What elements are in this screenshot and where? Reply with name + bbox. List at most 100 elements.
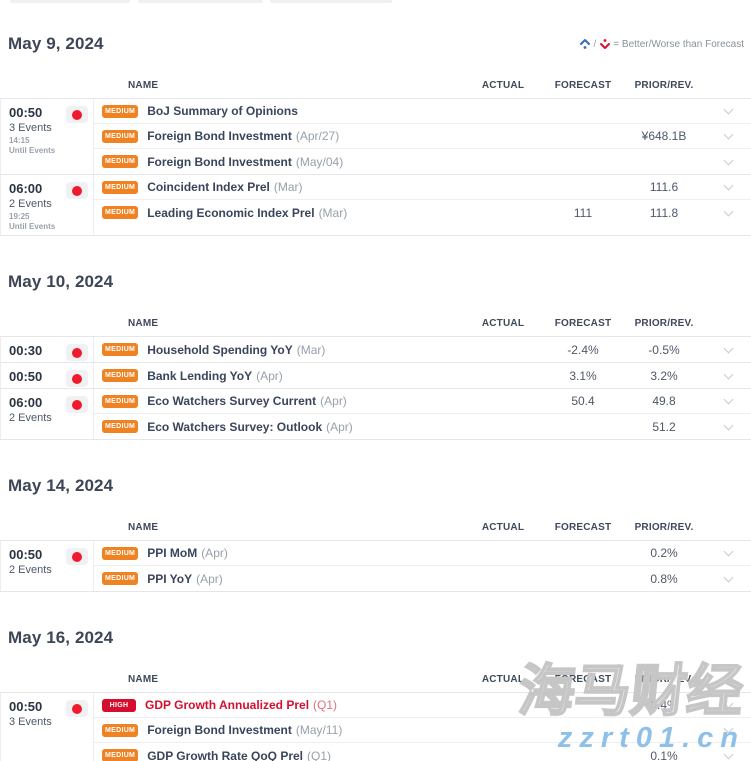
event-time: 06:00 xyxy=(9,395,43,410)
table-header: NAME ACTUAL FORECAST PRIOR/REV. xyxy=(0,58,751,98)
event-row[interactable]: MEDIUM Foreign Bond Investment (May/04) xyxy=(94,149,751,174)
col-header-prior: PRIOR/REV. xyxy=(634,522,694,533)
importance-badge: MEDIUM xyxy=(102,129,139,143)
section-date: May 14, 2024 xyxy=(8,476,114,495)
japan-flag-icon xyxy=(66,700,88,717)
event-row[interactable]: MEDIUM PPI YoY (Apr) 0.8% xyxy=(94,566,751,591)
importance-badge: MEDIUM xyxy=(102,749,139,761)
chevron-down-icon[interactable] xyxy=(723,155,733,165)
importance-badge: MEDIUM xyxy=(102,206,139,219)
event-count: 2 Events xyxy=(9,412,52,424)
event-row[interactable]: MEDIUM Eco Watchers Survey Current (Apr) … xyxy=(94,389,751,414)
col-header-actual: ACTUAL xyxy=(481,674,525,685)
col-header-forecast: FORECAST xyxy=(554,80,612,91)
chevron-down-icon[interactable] xyxy=(723,723,733,734)
event-row[interactable]: MEDIUM Eco Watchers Survey: Outlook (Apr)… xyxy=(94,414,751,439)
worse-than-forecast-icon xyxy=(600,39,611,49)
top-tab-stub-3[interactable] xyxy=(270,0,392,3)
importance-badge: MEDIUM xyxy=(102,723,139,737)
event-time: 00:50 xyxy=(9,547,43,562)
event-time: 00:50 xyxy=(9,105,43,120)
event-row[interactable]: HIGH GDP Growth Annualized Prel (Q1) 0.4% xyxy=(94,693,751,718)
date-section: May 16, 2024 NAME ACTUAL FORECAST PRIOR/… xyxy=(0,628,751,761)
event-name: Eco Watchers Survey Current (Apr) xyxy=(147,394,347,408)
chevron-down-icon[interactable] xyxy=(723,698,733,709)
event-time: 00:50 xyxy=(9,699,43,714)
prior-value: 0.8% xyxy=(650,571,678,586)
event-row[interactable]: MEDIUM Coincident Index Prel (Mar) 111.6 xyxy=(94,175,751,200)
event-row[interactable]: MEDIUM GDP Growth Rate QoQ Prel (Q1) 0.1% xyxy=(94,743,751,761)
event-name: BoJ Summary of Opinions xyxy=(147,104,298,118)
event-name: Foreign Bond Investment (May/04) xyxy=(147,154,344,169)
event-name: Foreign Bond Investment (Apr/27) xyxy=(147,129,340,143)
prior-value: -0.5% xyxy=(648,342,680,357)
importance-badge: HIGH xyxy=(102,698,136,712)
event-name: Eco Watchers Survey: Outlook (Apr) xyxy=(147,419,353,434)
events-table: NAME ACTUAL FORECAST PRIOR/REV. 00:30 ME… xyxy=(0,296,751,440)
time-group: 06:00 2 Events 19:25 Until Events MEDIUM… xyxy=(1,174,751,235)
time-group: 00:30 MEDIUM Household Spending YoY (Mar)… xyxy=(1,336,751,362)
col-header-forecast: FORECAST xyxy=(554,318,612,329)
chevron-down-icon[interactable] xyxy=(723,572,733,582)
time-cell: 00:30 xyxy=(1,337,93,362)
event-time: 00:30 xyxy=(9,343,43,358)
prior-value: 49.8 xyxy=(652,394,676,408)
event-count: 3 Events xyxy=(9,716,52,728)
event-row[interactable]: MEDIUM Household Spending YoY (Mar) -2.4%… xyxy=(94,337,751,362)
event-name: PPI MoM (Apr) xyxy=(147,546,228,560)
prior-value: 0.4% xyxy=(650,698,678,712)
table-header: NAME ACTUAL FORECAST PRIOR/REV. xyxy=(0,652,751,692)
col-header-name: NAME xyxy=(128,522,159,533)
event-name: Foreign Bond Investment (May/11) xyxy=(147,723,343,737)
event-name: PPI YoY (Apr) xyxy=(147,571,223,586)
event-row[interactable]: MEDIUM Leading Economic Index Prel (Mar) … xyxy=(94,200,751,225)
time-cell: 06:00 2 Events 19:25 Until Events xyxy=(1,175,93,235)
event-count: 2 Events xyxy=(9,198,52,210)
event-row[interactable]: MEDIUM Foreign Bond Investment (Apr/27) ¥… xyxy=(94,124,751,149)
col-header-forecast: FORECAST xyxy=(554,522,612,533)
event-name: Bank Lending YoY (Apr) xyxy=(147,368,283,383)
events-table: NAME ACTUAL FORECAST PRIOR/REV. 00:50 3 … xyxy=(0,652,751,761)
chevron-down-icon[interactable] xyxy=(723,394,733,405)
col-header-name: NAME xyxy=(128,674,159,685)
event-count: 3 Events xyxy=(9,122,52,134)
importance-badge: MEDIUM xyxy=(102,546,139,560)
chevron-down-icon[interactable] xyxy=(723,343,733,353)
time-cell: 00:50 3 Events 14:15 Until Events xyxy=(1,99,93,174)
event-row[interactable]: MEDIUM PPI MoM (Apr) 0.2% xyxy=(94,541,751,566)
importance-badge: MEDIUM xyxy=(102,180,139,194)
forecast-value: 50.4 xyxy=(571,394,595,408)
event-time: 06:00 xyxy=(9,181,43,196)
chevron-down-icon[interactable] xyxy=(723,546,733,557)
date-section: May 10, 2024 NAME ACTUAL FORECAST PRIOR/… xyxy=(0,272,751,440)
top-tab-stub-2[interactable] xyxy=(138,0,263,3)
col-header-actual: ACTUAL xyxy=(481,318,525,329)
chevron-down-icon[interactable] xyxy=(723,749,733,759)
countdown: 19:25 xyxy=(9,212,30,221)
col-header-actual: ACTUAL xyxy=(481,80,525,91)
chevron-down-icon[interactable] xyxy=(723,180,733,191)
importance-badge: MEDIUM xyxy=(102,343,139,356)
date-section: May 14, 2024 NAME ACTUAL FORECAST PRIOR/… xyxy=(0,476,751,592)
prior-value: ¥648.1B xyxy=(641,129,687,143)
japan-flag-icon xyxy=(66,396,88,413)
prior-value: 3.2% xyxy=(650,368,678,383)
chevron-down-icon[interactable] xyxy=(723,369,733,379)
forecast-value: -2.4% xyxy=(567,342,599,357)
importance-badge: MEDIUM xyxy=(102,155,139,168)
legend: / = Better/Worse than Forecast xyxy=(579,38,744,50)
col-header-prior: PRIOR/REV. xyxy=(634,318,694,329)
table-header: NAME ACTUAL FORECAST PRIOR/REV. xyxy=(0,296,751,336)
japan-flag-icon xyxy=(66,106,88,123)
chevron-down-icon[interactable] xyxy=(723,206,733,216)
event-row[interactable]: MEDIUM BoJ Summary of Opinions xyxy=(94,99,751,124)
chevron-down-icon[interactable] xyxy=(723,104,733,115)
importance-badge: MEDIUM xyxy=(102,369,139,382)
prior-value: 51.2 xyxy=(652,419,676,434)
chevron-down-icon[interactable] xyxy=(723,129,733,140)
event-row[interactable]: MEDIUM Bank Lending YoY (Apr) 3.1% 3.2% xyxy=(94,363,751,388)
top-tab-stub-1[interactable] xyxy=(10,0,130,3)
event-row[interactable]: MEDIUM Foreign Bond Investment (May/11) xyxy=(94,718,751,743)
chevron-down-icon[interactable] xyxy=(723,420,733,430)
time-group: 00:50 MEDIUM Bank Lending YoY (Apr) 3.1% … xyxy=(1,362,751,388)
